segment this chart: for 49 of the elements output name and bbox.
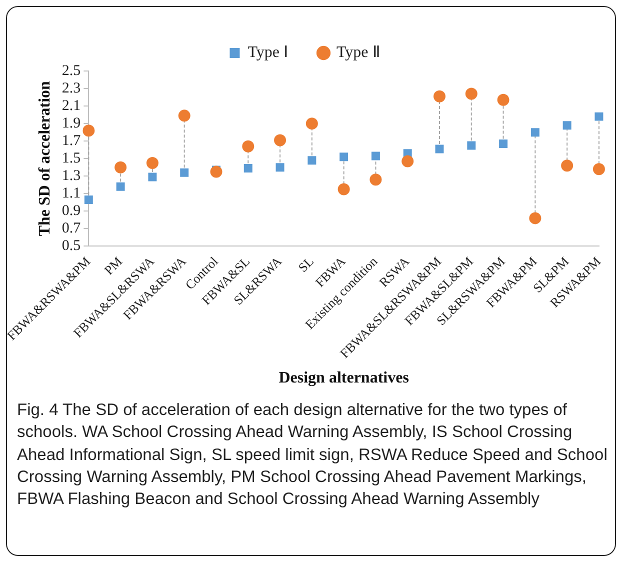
point bbox=[594, 112, 604, 121]
y-tick-label: 1.7 bbox=[62, 133, 82, 150]
caption: Fig. 4 The SD of acceleration of each design alternative for the two types of schools. WA School Crossing Ahead Warning Assembly, IS School Crossing Ahead Informational Sign, SL speed limit sign, RSWA Reduce Speed and School Crossing Warning Assembly, PM School Crossing Ahead Pavement Markings, FBWA Flashing Beacon and School Crossing Ahead Warning Assembly bbox=[17, 400, 608, 510]
point bbox=[465, 88, 478, 100]
point bbox=[434, 90, 446, 102]
point bbox=[561, 160, 574, 172]
point bbox=[148, 172, 157, 182]
point bbox=[84, 196, 93, 204]
point bbox=[371, 152, 380, 160]
y-tick-label: 2.1 bbox=[62, 98, 81, 114]
point bbox=[276, 163, 284, 172]
point bbox=[306, 118, 318, 130]
point bbox=[146, 156, 158, 169]
point bbox=[562, 121, 572, 130]
y-tick-label: 2.3 bbox=[62, 80, 81, 96]
point bbox=[499, 139, 508, 148]
y-tick-label: 1.5 bbox=[62, 150, 81, 167]
point bbox=[180, 168, 189, 177]
point bbox=[178, 110, 190, 122]
x-axis-title: Design alternatives bbox=[278, 370, 409, 387]
legend-label: Type Ⅱ bbox=[336, 44, 380, 62]
point bbox=[529, 212, 542, 224]
point bbox=[244, 164, 252, 172]
y-tick-label: 0.5 bbox=[62, 238, 81, 254]
point bbox=[116, 182, 125, 191]
y-tick-label: 1.3 bbox=[62, 168, 81, 184]
y-tick-label: 0.9 bbox=[62, 203, 81, 220]
point bbox=[338, 183, 350, 196]
point bbox=[497, 94, 510, 106]
point bbox=[530, 128, 540, 137]
y-tick-label: 1.1 bbox=[62, 186, 81, 202]
y-tick-label: 0.7 bbox=[62, 220, 82, 237]
y-tick-label: 1.9 bbox=[62, 116, 81, 132]
y-axis-title: The SD of acceleration bbox=[36, 80, 54, 236]
point bbox=[82, 124, 95, 137]
point bbox=[467, 141, 476, 150]
point bbox=[435, 144, 444, 154]
x-tick-label: SL bbox=[295, 254, 317, 276]
point bbox=[308, 156, 316, 165]
point bbox=[592, 163, 605, 176]
point bbox=[402, 155, 414, 168]
point bbox=[114, 161, 127, 174]
point bbox=[370, 174, 382, 186]
legend-label: Type Ⅰ bbox=[248, 44, 289, 62]
y-tick-label: 2.5 bbox=[62, 62, 81, 79]
point bbox=[340, 152, 348, 162]
point bbox=[210, 166, 222, 178]
point bbox=[242, 140, 254, 152]
point bbox=[274, 134, 286, 146]
